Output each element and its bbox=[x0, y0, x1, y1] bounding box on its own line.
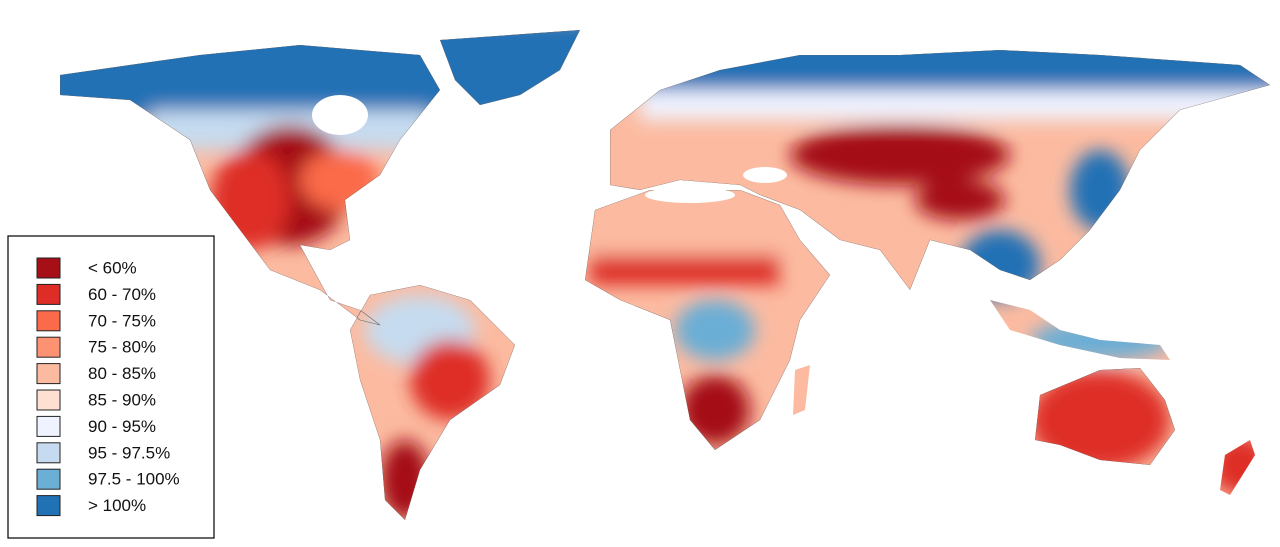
black-sea bbox=[743, 167, 787, 183]
legend: < 60% 60 - 70% 70 - 75% 75 - 80% 80 - 85% 85 … bbox=[36, 257, 180, 517]
legend-swatch bbox=[36, 257, 61, 279]
legend-label: 75 - 80% bbox=[88, 338, 156, 357]
legend-swatch bbox=[36, 336, 61, 358]
legend-swatch bbox=[36, 468, 61, 490]
legend-label: < 60% bbox=[88, 258, 137, 277]
legend-swatch bbox=[36, 310, 61, 332]
legend-swatch bbox=[36, 415, 61, 437]
mediterranean bbox=[645, 187, 735, 203]
legend-label: 90 - 95% bbox=[88, 417, 156, 436]
legend-label: 97.5 - 100% bbox=[88, 470, 180, 489]
legend-swatch bbox=[36, 442, 61, 464]
legend-label: 95 - 97.5% bbox=[88, 443, 170, 462]
legend-label: 70 - 75% bbox=[88, 311, 156, 330]
legend-label: 80 - 85% bbox=[88, 364, 156, 383]
legend-label: 60 - 70% bbox=[88, 285, 156, 304]
legend-swatch bbox=[36, 363, 61, 385]
legend-label: > 100% bbox=[88, 496, 146, 515]
legend-label: 85 - 90% bbox=[88, 390, 156, 409]
legend-swatch bbox=[36, 495, 61, 517]
legend-swatch bbox=[36, 389, 61, 411]
legend-swatch bbox=[36, 283, 61, 305]
legend-box bbox=[7, 235, 215, 539]
hudson-bay bbox=[312, 95, 368, 135]
